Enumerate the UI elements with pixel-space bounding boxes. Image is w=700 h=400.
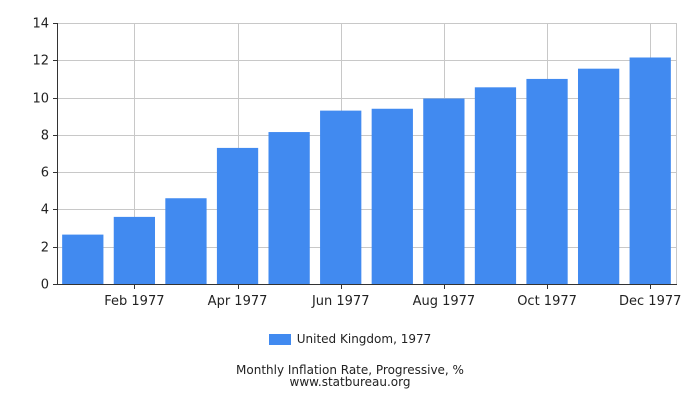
y-tick-label: 12 xyxy=(32,54,49,69)
x-tick-label: Apr 1977 xyxy=(208,294,268,309)
bar xyxy=(268,132,310,284)
x-tick-label: Feb 1977 xyxy=(104,294,164,309)
y-tick-label: 14 xyxy=(32,17,49,32)
bar xyxy=(474,87,517,284)
y-tick-label: 4 xyxy=(41,203,49,218)
bar xyxy=(423,98,465,284)
bar xyxy=(371,108,413,284)
bar xyxy=(113,216,156,284)
legend-swatch xyxy=(268,333,291,345)
bar xyxy=(629,57,671,284)
bar xyxy=(165,198,207,284)
axes xyxy=(53,23,677,289)
x-axis-labels: Feb 1977 Apr 1977 Jun 1977 Aug 1977 Oct 1977… xyxy=(104,294,681,309)
bar xyxy=(216,147,259,284)
y-tick-label: 8 xyxy=(41,129,49,144)
y-tick-label: 2 xyxy=(41,241,49,256)
bars xyxy=(62,57,671,284)
legend-label: United Kingdom, 1977 xyxy=(296,332,432,346)
y-tick-label: 0 xyxy=(41,278,49,293)
x-tick-label: Aug 1977 xyxy=(413,294,476,309)
bar xyxy=(320,110,362,284)
bar xyxy=(577,68,620,284)
bar xyxy=(62,234,104,284)
x-tick-label: Oct 1977 xyxy=(517,294,577,309)
bar xyxy=(526,78,568,284)
bar-chart: 0 2 4 6 8 10 12 14 Feb 1977 Apr 1977 Jun 1977 Aug … xyxy=(32,17,681,310)
y-axis-labels: 0 2 4 6 8 10 12 14 xyxy=(32,17,49,293)
chart-title: Monthly Inflation Rate, Progressive, % xyxy=(236,363,464,377)
x-tick-label: Dec 1977 xyxy=(619,294,681,309)
x-tick-label: Jun 1977 xyxy=(311,294,370,309)
y-tick-label: 6 xyxy=(41,166,49,181)
source-site: www.statbureau.org xyxy=(289,375,411,389)
y-tick-label: 10 xyxy=(32,92,49,107)
legend: United Kingdom, 1977 xyxy=(0,332,700,346)
